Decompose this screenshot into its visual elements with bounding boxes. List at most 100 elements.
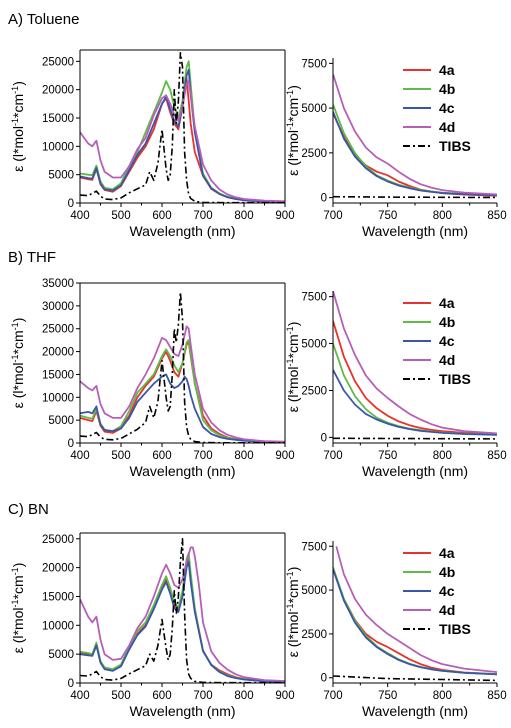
y-tick-label: 30000 <box>42 301 74 313</box>
x-tick-label: 700 <box>323 450 342 462</box>
y-tick-label: 25000 <box>42 534 74 546</box>
series-line-4c <box>80 560 285 683</box>
legend-label-4a: 4a <box>439 545 455 561</box>
legend-label-4a: 4a <box>439 62 455 78</box>
series-line-4a <box>333 568 497 676</box>
y-tick-label: 20000 <box>42 563 74 575</box>
x-tick-label: 750 <box>378 450 397 462</box>
series-line-tibs <box>333 675 497 682</box>
y-tick-label: 7500 <box>301 292 327 304</box>
y-tick-label: 20000 <box>42 85 74 97</box>
y-tick-label: 5000 <box>48 170 74 182</box>
y-axis-label: ε (l*mol-1*cm-1) <box>285 567 301 658</box>
series-line-4d <box>80 80 285 203</box>
legend-label-4c: 4c <box>439 583 455 599</box>
y-tick-label: 15000 <box>42 369 74 381</box>
y-tick-label: 5000 <box>301 585 327 597</box>
x-tick-label: 400 <box>70 690 89 702</box>
x-tick-label: 750 <box>378 210 397 222</box>
x-axis-label: Wavelength (nm) <box>129 463 235 479</box>
y-axis-label: ε (l*mol-1*cm-1) <box>10 81 26 172</box>
y-tick-label: 20000 <box>42 347 74 359</box>
y-tick-label: 10000 <box>42 141 74 153</box>
x-tick-label: 700 <box>323 690 342 702</box>
x-tick-label: 600 <box>152 450 171 462</box>
x-tick-label: 800 <box>433 450 452 462</box>
y-tick-label: 0 <box>321 673 327 685</box>
series-line-tibs <box>80 52 285 203</box>
x-tick-label: 700 <box>193 450 212 462</box>
y-tick-label: 0 <box>68 438 74 450</box>
x-tick-label: 800 <box>234 690 253 702</box>
series-line-4a <box>80 341 285 443</box>
legend-label-4b: 4b <box>439 564 455 580</box>
legend-label-tibs: TIBS <box>439 371 471 387</box>
series-line-4d <box>333 73 497 196</box>
y-tick-label: 0 <box>321 432 327 444</box>
legend-label-4b: 4b <box>439 81 455 97</box>
series-line-4b <box>333 343 497 436</box>
y-tick-label: 10000 <box>42 620 74 632</box>
series-line-4d <box>80 325 285 443</box>
x-tick-label: 600 <box>152 210 171 222</box>
y-tick-label: 25000 <box>42 56 74 68</box>
panel-title: C) BN <box>8 501 49 518</box>
legend-label-4c: 4c <box>439 100 455 116</box>
x-tick-label: 700 <box>193 690 212 702</box>
legend-label-4d: 4d <box>439 119 455 135</box>
y-axis-label: ε (l*mol-1*cm-1) <box>10 318 26 409</box>
series-line-4c <box>333 369 497 436</box>
series-group <box>333 73 497 199</box>
y-tick-label: 7500 <box>301 58 327 70</box>
x-tick-label: 500 <box>111 450 130 462</box>
series-line-4b <box>80 339 285 443</box>
y-tick-label: 7500 <box>301 541 327 553</box>
y-tick-label: 25000 <box>42 324 74 336</box>
legend: 4a 4b 4c 4d TIBS <box>403 295 471 387</box>
x-tick-label: 400 <box>70 450 89 462</box>
x-axis-label: Wavelength (nm) <box>129 223 235 239</box>
y-tick-label: 5000 <box>48 649 74 661</box>
y-tick-label: 10000 <box>42 392 74 404</box>
series-line-4b <box>80 552 285 683</box>
x-tick-label: 800 <box>433 690 452 702</box>
x-tick-label: 850 <box>487 450 506 462</box>
series-line-tibs <box>80 538 285 683</box>
series-group <box>333 546 497 682</box>
legend-label-4c: 4c <box>439 333 455 349</box>
x-tick-label: 600 <box>152 690 171 702</box>
series-group <box>80 291 285 443</box>
y-tick-label: 5000 <box>48 415 74 427</box>
legend-label-tibs: TIBS <box>439 621 471 637</box>
legend: 4a 4b 4c 4d TIBS <box>403 62 471 154</box>
series-line-4c <box>333 568 497 676</box>
legend-label-4b: 4b <box>439 314 455 330</box>
chart-panel-b-right: 700 750 800 850 0 2500 5000 7500 Wavelength (nm)… <box>285 291 507 479</box>
chart-panel-a-right: 700 750 800 850 0 2500 5000 7500 Wavelength (nm)… <box>285 58 507 239</box>
y-axis-label: ε (l*mol-1*cm-1) <box>285 322 301 413</box>
chart-panel-c-left: 400 500 600 700 800 900 0 5000 10000 15000 20000 25… <box>10 532 295 719</box>
chart-panel-c-right: 700 750 800 850 0 2500 5000 7500 Wavelength (nm)… <box>285 541 507 719</box>
series-line-tibs <box>333 195 497 199</box>
series-group <box>80 538 285 683</box>
series-line-4c <box>80 68 285 203</box>
legend: 4a 4b 4c 4d TIBS <box>403 545 471 637</box>
y-tick-label: 15000 <box>42 591 74 603</box>
legend-label-4d: 4d <box>439 602 455 618</box>
series-line-tibs <box>333 437 497 440</box>
y-tick-label: 15000 <box>42 113 74 125</box>
x-tick-label: 800 <box>433 210 452 222</box>
x-tick-label: 850 <box>487 210 506 222</box>
legend-label-4a: 4a <box>439 295 455 311</box>
x-tick-label: 900 <box>275 210 294 222</box>
x-tick-label: 400 <box>70 210 89 222</box>
y-axis-label: ε (l*mol-1*cm-1) <box>285 85 301 176</box>
y-tick-label: 2500 <box>301 629 327 641</box>
series-group <box>80 52 285 203</box>
series-line-4c <box>80 373 285 443</box>
chart-panel-a-left: 400 500 600 700 800 900 0 5000 10000 15000 20000 25… <box>10 49 295 239</box>
x-tick-label: 900 <box>275 690 294 702</box>
y-tick-label: 0 <box>68 678 74 690</box>
x-tick-label: 700 <box>193 210 212 222</box>
